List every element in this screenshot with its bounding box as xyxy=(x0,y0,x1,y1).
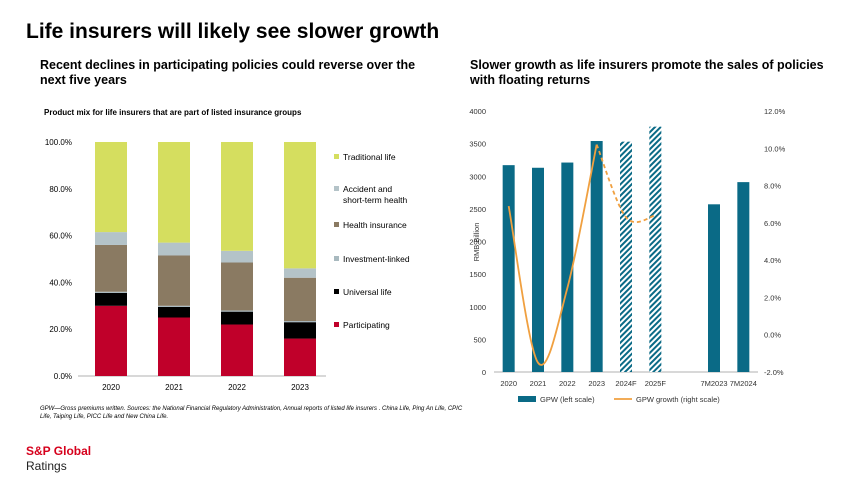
y-tick-label: 2500 xyxy=(469,205,486,214)
right-chart-heading: Slower growth as life insurers promote t… xyxy=(470,58,824,87)
y-tick-label: 500 xyxy=(473,335,486,344)
bar-segment xyxy=(221,142,253,251)
bar-segment xyxy=(221,262,253,311)
bar-segment xyxy=(284,142,316,269)
bar-segment xyxy=(95,244,127,292)
bar-segment xyxy=(221,324,253,376)
legend-swatch xyxy=(334,154,339,159)
bar-segment xyxy=(284,277,316,322)
y2-tick-label: 12.0% xyxy=(764,107,786,116)
gpw-bar xyxy=(649,126,662,372)
legend-label: Traditional life xyxy=(343,152,396,162)
page-title: Life insurers will likely see slower gro… xyxy=(26,20,440,43)
bar-segment xyxy=(158,255,190,306)
x-tick-label: 2023 xyxy=(291,383,309,392)
bar-segment xyxy=(158,317,190,376)
x-tick-label: 2025F xyxy=(645,379,667,388)
bar-segment xyxy=(95,305,127,376)
x-tick-label: 7M2024 xyxy=(730,379,757,388)
y-tick-label: 80.0% xyxy=(49,185,72,194)
y-tick-label: 1500 xyxy=(469,270,486,279)
y-tick-label: 0 xyxy=(482,368,486,377)
x-tick-label: 2021 xyxy=(530,379,547,388)
bar-segment xyxy=(95,232,127,245)
y-tick-label: 100.0% xyxy=(45,138,72,147)
y2-tick-label: 2.0% xyxy=(764,293,781,302)
x-tick-label: 2020 xyxy=(500,379,517,388)
legend-swatch-gpw xyxy=(518,396,536,402)
legend-label: Investment-linked xyxy=(343,254,410,264)
y2-tick-label: 0.0% xyxy=(764,331,781,340)
x-tick-label: 2021 xyxy=(165,383,183,392)
bar-segment xyxy=(158,305,190,307)
y2-tick-label: 10.0% xyxy=(764,144,786,153)
bar-segment xyxy=(158,242,190,256)
bar-segment xyxy=(284,338,316,376)
y-tick-label: 2000 xyxy=(469,238,486,247)
legend-label: Accident and xyxy=(343,184,392,194)
bar-segment xyxy=(284,322,316,339)
y-axis-label: RMB Billion xyxy=(472,223,481,262)
legend-swatch xyxy=(334,322,339,327)
bar-segment xyxy=(221,311,253,325)
y2-tick-label: -2.0% xyxy=(764,368,784,377)
legend-swatch xyxy=(334,222,339,227)
gpw-bar xyxy=(590,141,603,372)
gpw-bar xyxy=(737,182,750,372)
gpw-bar xyxy=(561,162,574,372)
bar-segment xyxy=(95,292,127,306)
bar-segment xyxy=(284,321,316,323)
gpw-bar xyxy=(620,141,632,372)
bar-segment xyxy=(158,142,190,243)
left-chart-title: Product mix for life insurers that are p… xyxy=(44,108,302,117)
gpw-bar xyxy=(708,204,720,372)
y-tick-label: 3500 xyxy=(469,140,486,149)
y-tick-label: 40.0% xyxy=(49,278,72,287)
x-tick-label: 2020 xyxy=(102,383,120,392)
bar-segment xyxy=(284,268,316,278)
legend-label-gpw: GPW (left scale) xyxy=(540,395,595,404)
x-tick-label: 2024F xyxy=(615,379,637,388)
y-tick-label: 4000 xyxy=(469,107,486,116)
left-chart-heading: Recent declines in participating policie… xyxy=(40,58,416,87)
x-tick-label: 2022 xyxy=(228,383,246,392)
gpw-bar xyxy=(502,165,515,372)
legend-swatch xyxy=(334,186,339,191)
legend-swatch xyxy=(334,289,339,294)
legend-label-growth: GPW growth (right scale) xyxy=(636,395,720,404)
x-tick-label: 2023 xyxy=(588,379,605,388)
y-tick-label: 1000 xyxy=(469,303,486,312)
x-tick-label: 7M2023 xyxy=(700,379,727,388)
footnote: GPW—Gross premiums written. Sources: the… xyxy=(40,406,463,420)
legend-swatch xyxy=(334,256,339,261)
x-tick-label: 2022 xyxy=(559,379,576,388)
y2-tick-label: 8.0% xyxy=(764,182,781,191)
bar-segment xyxy=(95,142,127,233)
y2-tick-label: 4.0% xyxy=(764,256,781,265)
ratings-logo-text: Ratings xyxy=(26,459,67,473)
growth-line xyxy=(507,144,598,366)
bar-segment xyxy=(221,250,253,263)
y-tick-label: 0.0% xyxy=(54,372,72,381)
y-tick-label: 60.0% xyxy=(49,232,72,241)
sp-global-logo: S&P Global xyxy=(26,444,92,458)
legend-label: Participating xyxy=(343,320,390,330)
legend-label: Health insurance xyxy=(343,220,407,230)
legend-label: Universal life xyxy=(343,287,392,297)
bar-segment xyxy=(158,306,190,318)
y-tick-label: 20.0% xyxy=(49,325,72,334)
growth-line-forecast xyxy=(595,144,656,223)
y-tick-label: 3000 xyxy=(469,172,486,181)
legend-label: short-term health xyxy=(343,195,408,205)
bar-segment xyxy=(221,310,253,312)
gpw-bar xyxy=(532,167,544,372)
y2-tick-label: 6.0% xyxy=(764,219,781,228)
bar-segment xyxy=(95,291,127,293)
